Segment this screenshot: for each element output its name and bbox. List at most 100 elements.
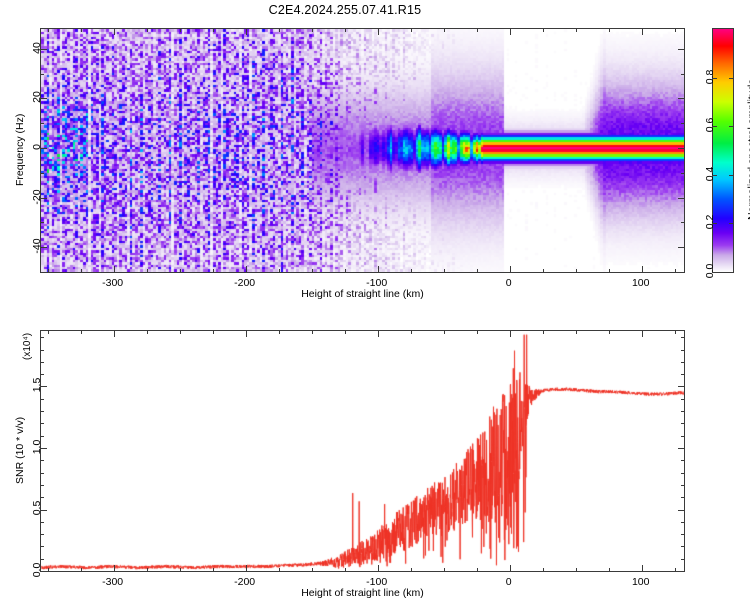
y-major-tick-right xyxy=(678,197,684,199)
y-major-tick-right xyxy=(678,48,684,50)
x-tick-label: -300 xyxy=(102,277,124,289)
colorbar-tick xyxy=(729,272,733,273)
x-minor-tick xyxy=(80,269,82,272)
x-minor-tick xyxy=(443,568,445,571)
x-minor-tick xyxy=(212,269,214,272)
x-minor-tick-top xyxy=(212,29,214,32)
x-minor-tick-top xyxy=(47,331,49,334)
x-major-tick-top xyxy=(509,29,511,35)
y-minor-tick xyxy=(41,484,44,486)
y-major-tick-right xyxy=(678,386,684,388)
x-major-tick-top xyxy=(509,331,511,337)
y-minor-tick xyxy=(41,361,44,363)
y-minor-tick xyxy=(41,460,44,462)
y-major-tick xyxy=(41,48,47,50)
y-minor-tick-right xyxy=(681,374,684,376)
y-minor-tick-right xyxy=(681,534,684,536)
y-minor-tick xyxy=(41,398,44,400)
y-minor-tick-right xyxy=(681,435,684,437)
y-tick-label: -40 xyxy=(31,238,43,254)
x-minor-tick-top xyxy=(47,29,49,32)
x-major-tick xyxy=(509,565,511,571)
x-major-tick-top xyxy=(641,331,643,337)
colorbar-tick xyxy=(729,126,733,128)
y-minor-tick xyxy=(41,423,44,425)
y-major-tick xyxy=(41,197,47,199)
x-minor-tick xyxy=(212,568,214,571)
x-minor-tick-top xyxy=(443,331,445,334)
x-minor-tick xyxy=(443,269,445,272)
x-minor-tick-top xyxy=(146,331,148,334)
y-minor-tick-right xyxy=(681,337,684,339)
x-minor-tick xyxy=(476,269,478,272)
x-minor-tick-top xyxy=(542,29,544,32)
spectrogram-image xyxy=(41,29,684,272)
x-minor-tick-top xyxy=(575,29,577,32)
x-minor-tick-top xyxy=(146,29,148,32)
y-minor-tick xyxy=(41,546,44,548)
x-major-tick xyxy=(113,266,115,272)
x-minor-tick xyxy=(608,568,610,571)
x-major-tick xyxy=(377,266,379,272)
x-minor-tick xyxy=(608,269,610,272)
y-major-tick xyxy=(41,98,47,100)
y-major-tick xyxy=(41,386,47,388)
x-minor-tick xyxy=(47,269,49,272)
snr-line-plot xyxy=(41,331,684,571)
x-major-tick xyxy=(113,565,115,571)
y-tick-label: 1.5 xyxy=(31,378,43,393)
x-major-tick xyxy=(245,266,247,272)
x-major-tick xyxy=(245,565,247,571)
x-minor-tick xyxy=(47,568,49,571)
colorbar xyxy=(712,28,734,273)
spectrogram-ylabel: Frequency (Hz) xyxy=(14,113,26,186)
y-major-tick-right xyxy=(678,247,684,249)
x-minor-tick-top xyxy=(608,29,610,32)
colorbar-gradient xyxy=(713,29,733,272)
y-minor-tick xyxy=(41,123,44,125)
x-major-tick-top xyxy=(377,29,379,35)
y-minor-tick xyxy=(41,222,44,224)
colorbar-tick-label: 0.4 xyxy=(704,166,716,182)
y-minor-tick-right xyxy=(681,484,684,486)
spectrogram-xlabel: Height of straight line (km) xyxy=(301,288,424,300)
x-tick-label: -300 xyxy=(102,576,124,588)
x-major-tick-top xyxy=(113,29,115,35)
x-minor-tick xyxy=(344,269,346,272)
y-minor-tick-right xyxy=(681,546,684,548)
y-minor-tick xyxy=(41,73,44,75)
colorbar-tick xyxy=(713,174,717,176)
x-tick-label: -100 xyxy=(366,576,388,588)
colorbar-tick xyxy=(729,77,733,79)
y-minor-tick xyxy=(41,374,44,376)
y-minor-tick-right xyxy=(681,497,684,499)
y-major-tick xyxy=(41,509,47,511)
x-minor-tick xyxy=(476,568,478,571)
x-minor-tick-top xyxy=(344,331,346,334)
x-minor-tick xyxy=(311,269,313,272)
y-tick-label: 0.0 xyxy=(31,562,43,578)
x-minor-tick-top xyxy=(443,29,445,32)
x-major-tick-top xyxy=(113,331,115,337)
y-minor-tick xyxy=(41,435,44,437)
y-minor-tick-right xyxy=(681,349,684,351)
y-minor-tick xyxy=(41,349,44,351)
colorbar-tick xyxy=(713,223,717,225)
colorbar-tick-label: 0.8 xyxy=(704,69,716,84)
x-major-tick xyxy=(377,565,379,571)
colorbar-tick xyxy=(713,77,717,79)
x-minor-tick-top xyxy=(80,331,82,334)
y-minor-tick xyxy=(41,558,44,560)
y-minor-tick-right xyxy=(681,521,684,523)
y-major-tick-right xyxy=(678,509,684,511)
y-minor-tick xyxy=(41,411,44,412)
x-minor-tick xyxy=(410,568,412,571)
snr-xlabel: Height of straight line (km) xyxy=(301,587,424,599)
y-major-tick xyxy=(41,247,47,249)
x-tick-label: 0 xyxy=(505,277,512,289)
x-minor-tick-top xyxy=(410,331,412,334)
x-minor-tick xyxy=(344,568,346,571)
snr-exponent-label: (x10⁴) xyxy=(22,332,33,360)
y-minor-tick-right xyxy=(681,172,684,174)
y-major-tick-right xyxy=(678,148,684,149)
